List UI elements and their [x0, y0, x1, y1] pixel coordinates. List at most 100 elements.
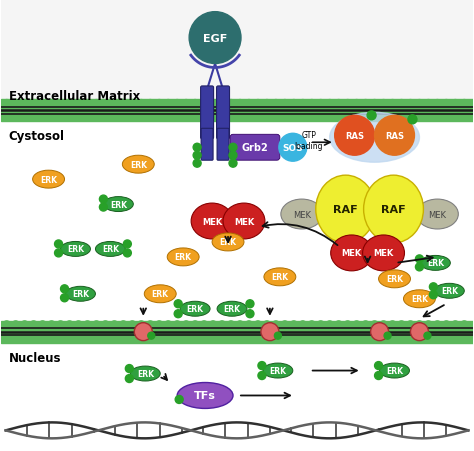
- Circle shape: [218, 335, 226, 343]
- FancyBboxPatch shape: [217, 129, 229, 161]
- Circle shape: [308, 335, 316, 343]
- Circle shape: [3, 321, 10, 329]
- Circle shape: [61, 285, 69, 293]
- Circle shape: [398, 335, 405, 343]
- Circle shape: [92, 115, 100, 122]
- Circle shape: [353, 115, 360, 122]
- Text: ERK: ERK: [72, 290, 89, 299]
- Circle shape: [389, 321, 396, 329]
- Circle shape: [258, 362, 266, 370]
- Text: SOS: SOS: [283, 143, 303, 152]
- Text: Extracellular Matrix: Extracellular Matrix: [9, 90, 140, 103]
- Circle shape: [317, 100, 325, 108]
- Circle shape: [367, 111, 376, 120]
- Circle shape: [119, 100, 127, 108]
- Ellipse shape: [217, 302, 247, 317]
- Circle shape: [254, 321, 262, 329]
- Circle shape: [101, 321, 109, 329]
- Circle shape: [193, 160, 201, 168]
- Circle shape: [101, 100, 109, 108]
- Circle shape: [155, 321, 163, 329]
- Circle shape: [299, 115, 307, 122]
- Circle shape: [461, 115, 468, 122]
- Circle shape: [201, 115, 208, 122]
- Ellipse shape: [65, 287, 95, 302]
- Text: MEK: MEK: [374, 249, 394, 258]
- Circle shape: [229, 152, 237, 160]
- Circle shape: [272, 321, 280, 329]
- Circle shape: [229, 160, 237, 168]
- Text: TFs: TFs: [194, 391, 216, 400]
- Circle shape: [21, 335, 28, 343]
- Text: Nucleus: Nucleus: [9, 351, 61, 364]
- Circle shape: [344, 100, 351, 108]
- Circle shape: [281, 335, 289, 343]
- Circle shape: [236, 115, 244, 122]
- Circle shape: [281, 115, 289, 122]
- Circle shape: [236, 100, 244, 108]
- Circle shape: [3, 335, 10, 343]
- Circle shape: [236, 335, 244, 343]
- Circle shape: [308, 115, 316, 122]
- Circle shape: [123, 240, 131, 249]
- Circle shape: [335, 335, 343, 343]
- Circle shape: [443, 321, 450, 329]
- Circle shape: [452, 115, 459, 122]
- Circle shape: [174, 310, 182, 318]
- Circle shape: [389, 100, 396, 108]
- Circle shape: [374, 372, 383, 380]
- Ellipse shape: [331, 235, 373, 271]
- Circle shape: [326, 100, 334, 108]
- Circle shape: [227, 335, 235, 343]
- Circle shape: [398, 115, 405, 122]
- Circle shape: [148, 332, 155, 340]
- Circle shape: [164, 321, 172, 329]
- Circle shape: [408, 115, 417, 124]
- Circle shape: [75, 321, 82, 329]
- Circle shape: [191, 335, 199, 343]
- Circle shape: [384, 332, 391, 340]
- Text: ERK: ERK: [40, 175, 57, 184]
- Circle shape: [119, 335, 127, 343]
- Circle shape: [279, 134, 307, 162]
- Circle shape: [229, 144, 237, 152]
- Circle shape: [317, 115, 325, 122]
- Circle shape: [201, 100, 208, 108]
- Ellipse shape: [420, 256, 450, 271]
- Circle shape: [128, 335, 136, 343]
- Circle shape: [193, 152, 201, 160]
- Ellipse shape: [61, 242, 91, 257]
- Circle shape: [416, 100, 423, 108]
- Circle shape: [274, 332, 282, 340]
- Circle shape: [164, 100, 172, 108]
- Circle shape: [182, 335, 190, 343]
- Circle shape: [193, 144, 201, 152]
- Circle shape: [189, 13, 241, 64]
- Circle shape: [101, 115, 109, 122]
- Circle shape: [137, 321, 145, 329]
- Ellipse shape: [144, 285, 176, 303]
- Circle shape: [290, 115, 298, 122]
- Ellipse shape: [264, 268, 296, 286]
- Circle shape: [134, 323, 152, 341]
- Circle shape: [175, 396, 183, 404]
- Circle shape: [317, 335, 325, 343]
- Circle shape: [30, 100, 37, 108]
- Circle shape: [380, 321, 387, 329]
- Circle shape: [39, 100, 46, 108]
- Circle shape: [308, 100, 316, 108]
- Circle shape: [125, 365, 133, 373]
- Ellipse shape: [103, 197, 133, 212]
- Circle shape: [227, 115, 235, 122]
- Text: RAS: RAS: [385, 132, 404, 140]
- Circle shape: [407, 115, 414, 122]
- Circle shape: [326, 115, 334, 122]
- Text: ERK: ERK: [219, 238, 237, 247]
- Circle shape: [92, 335, 100, 343]
- Circle shape: [425, 321, 432, 329]
- Circle shape: [210, 115, 217, 122]
- Ellipse shape: [177, 382, 233, 409]
- Ellipse shape: [263, 363, 293, 378]
- Circle shape: [344, 115, 351, 122]
- Ellipse shape: [223, 203, 265, 239]
